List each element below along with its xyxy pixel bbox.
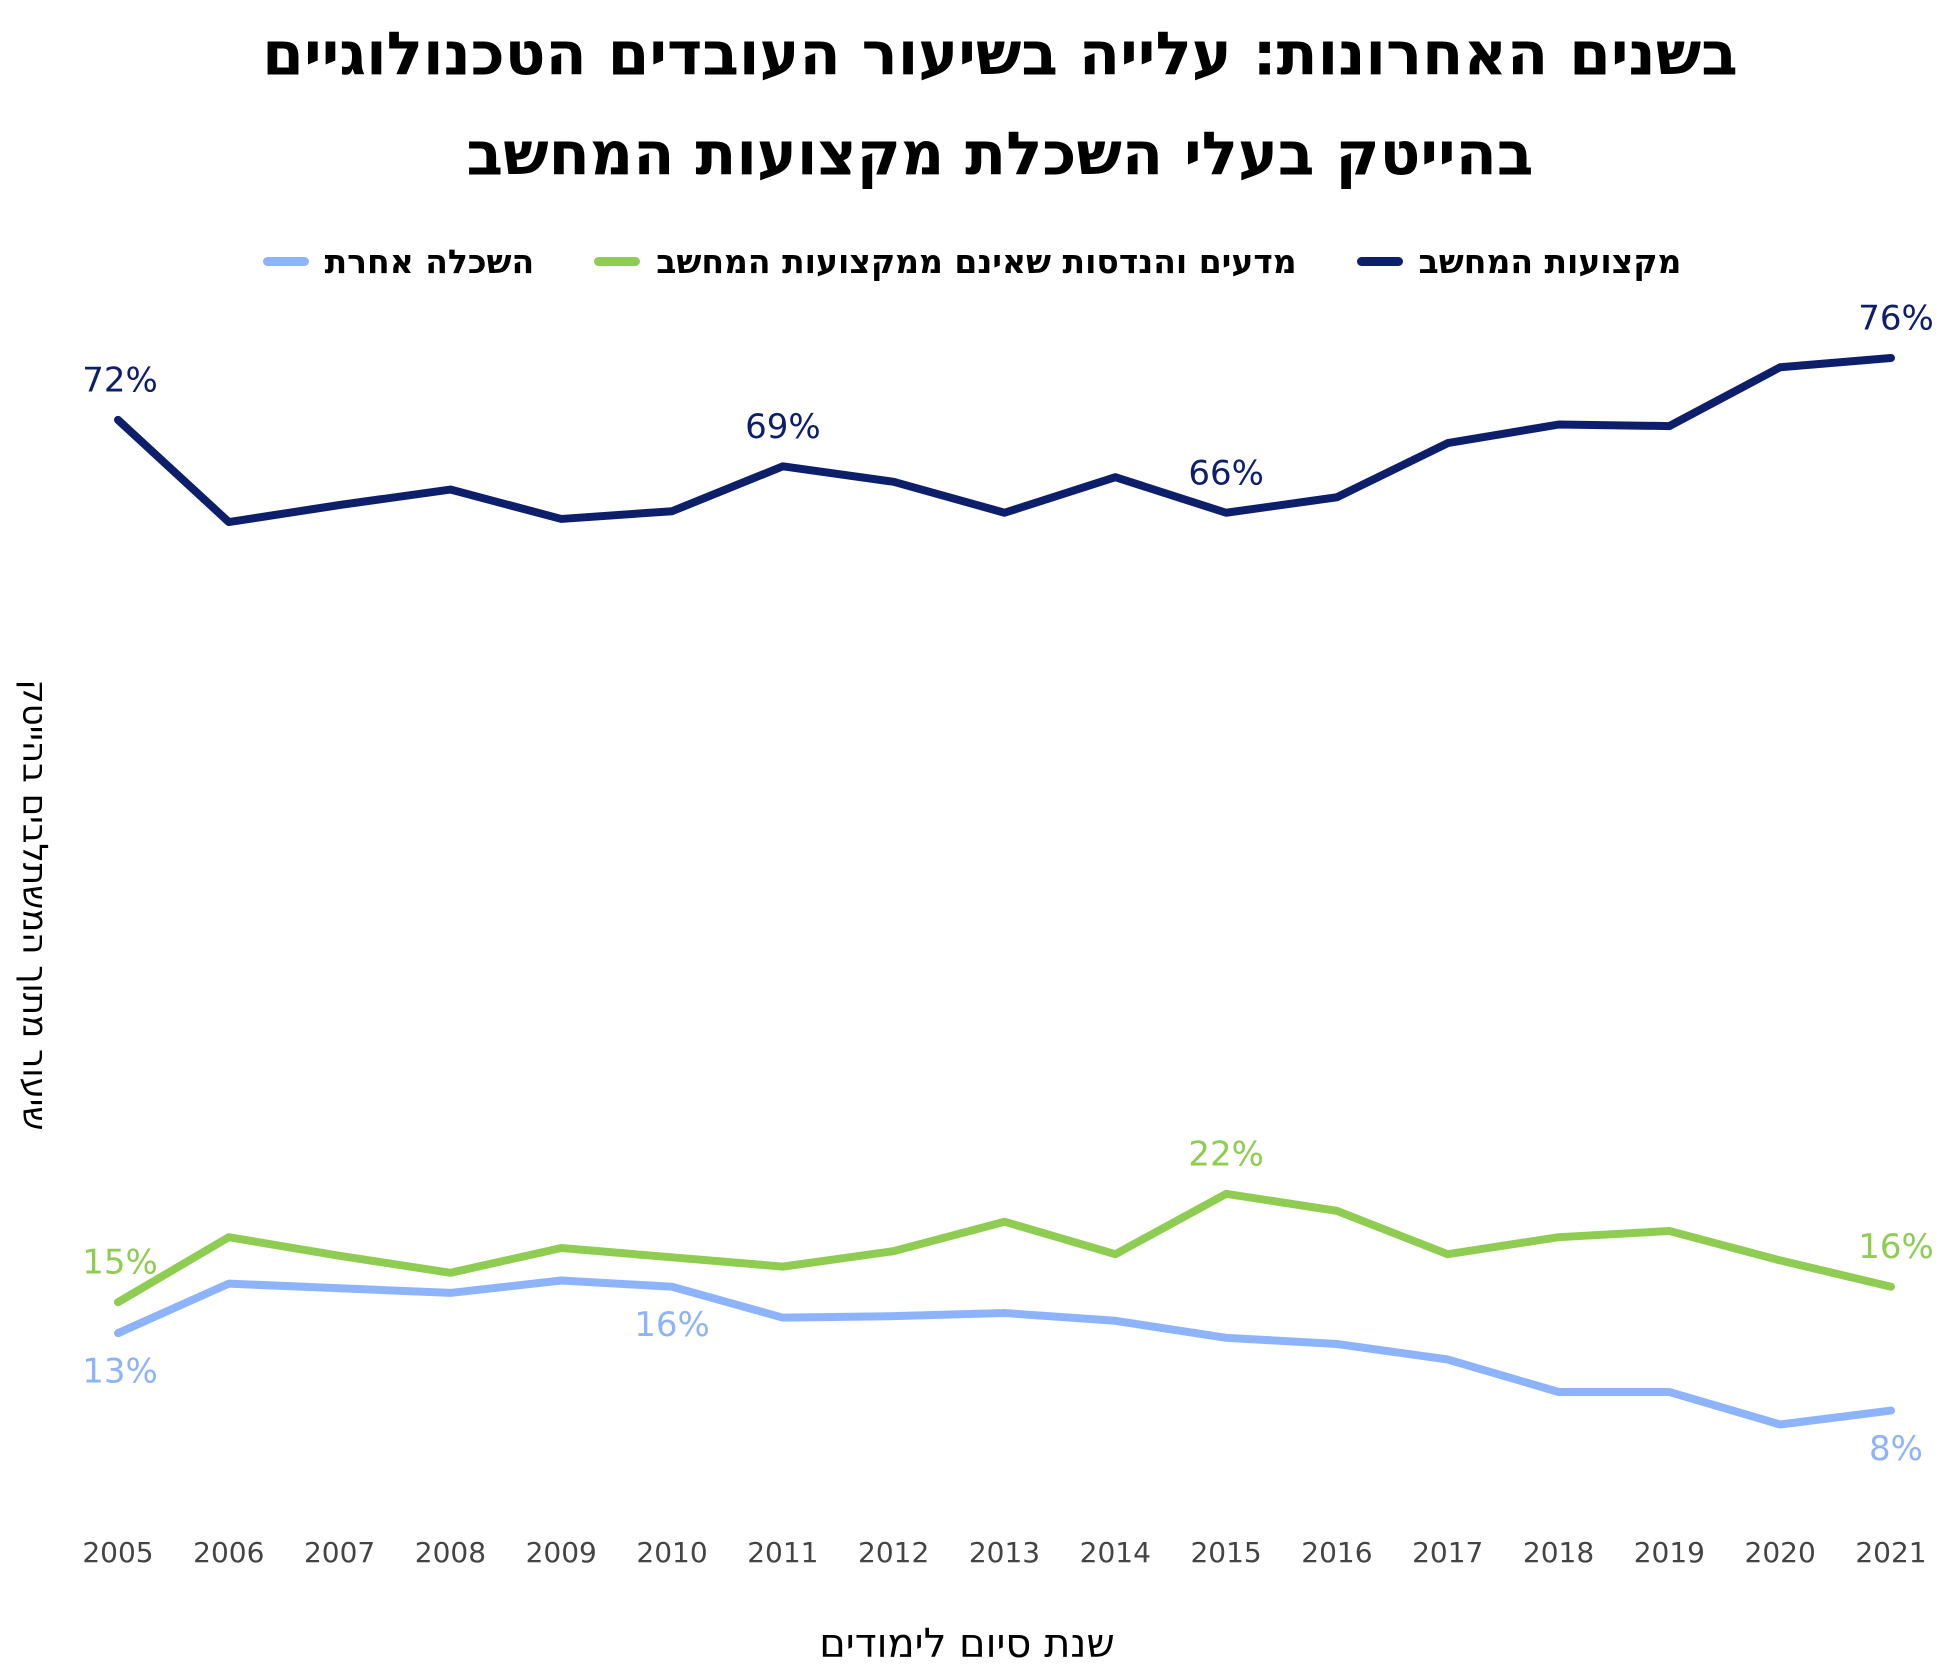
x-tick-label: 2020	[1745, 1536, 1816, 1569]
x-tick-label: 2015	[1190, 1536, 1261, 1569]
x-tick-label: 2006	[193, 1536, 264, 1569]
legend-swatch	[594, 257, 641, 266]
y-axis-title: שיעור מתוך המשתלבים בהייטק	[15, 680, 55, 1131]
x-tick-label: 2010	[636, 1536, 707, 1569]
legend-swatch	[262, 257, 309, 266]
legend-item: השכלה אחרת	[262, 242, 535, 281]
x-tick-label: 2012	[858, 1536, 929, 1569]
x-tick-label: 2008	[415, 1536, 486, 1569]
x-tick-label: 2017	[1412, 1536, 1483, 1569]
x-axis-title: שנת סיום לימודים	[819, 1621, 1115, 1667]
x-tick-label: 2021	[1855, 1536, 1926, 1569]
legend-item: מקצועות המחשב	[1356, 242, 1682, 281]
data-label: 72%	[82, 360, 158, 400]
data-label: 16%	[634, 1305, 710, 1345]
data-label: 69%	[745, 407, 821, 447]
data-label: 22%	[1188, 1134, 1264, 1174]
data-label: 66%	[1188, 453, 1264, 493]
data-label: 16%	[1858, 1227, 1934, 1267]
series-line	[114, 1189, 1895, 1307]
x-tick-label: 2007	[304, 1536, 375, 1569]
data-label: 15%	[82, 1243, 158, 1283]
legend-label: מקצועות המחשב	[1418, 242, 1682, 281]
legend-label: מדעים והנדסות שאינם ממקצועות המחשב	[656, 242, 1297, 281]
legend-swatch	[1356, 257, 1403, 266]
data-label: 8%	[1869, 1429, 1923, 1469]
legend-label: השכלה אחרת	[324, 242, 535, 281]
series-line	[114, 353, 1895, 527]
chart-title: בשנים האחרונות: עלייה בשיעור העובדים הטכ…	[262, 20, 1738, 90]
legend-item: מדעים והנדסות שאינם ממקצועות המחשב	[594, 242, 1297, 281]
series-line	[114, 1276, 1895, 1429]
x-tick-label: 2018	[1523, 1536, 1594, 1569]
x-tick-label: 2019	[1634, 1536, 1705, 1569]
x-tick-label: 2009	[526, 1536, 597, 1569]
chart-title: בהייטק בעלי השכלת מקצועות המחשב	[467, 120, 1534, 190]
x-tick-label: 2016	[1301, 1536, 1372, 1569]
x-tick-label: 2011	[747, 1536, 818, 1569]
data-label: 13%	[82, 1352, 158, 1392]
x-tick-label: 2014	[1080, 1536, 1151, 1569]
data-label: 76%	[1858, 298, 1934, 338]
x-tick-label: 2013	[969, 1536, 1040, 1569]
legend: מקצועות המחשב מדעים והנדסות שאינם ממקצועו…	[0, 242, 1944, 281]
x-tick-label: 2005	[82, 1536, 153, 1569]
